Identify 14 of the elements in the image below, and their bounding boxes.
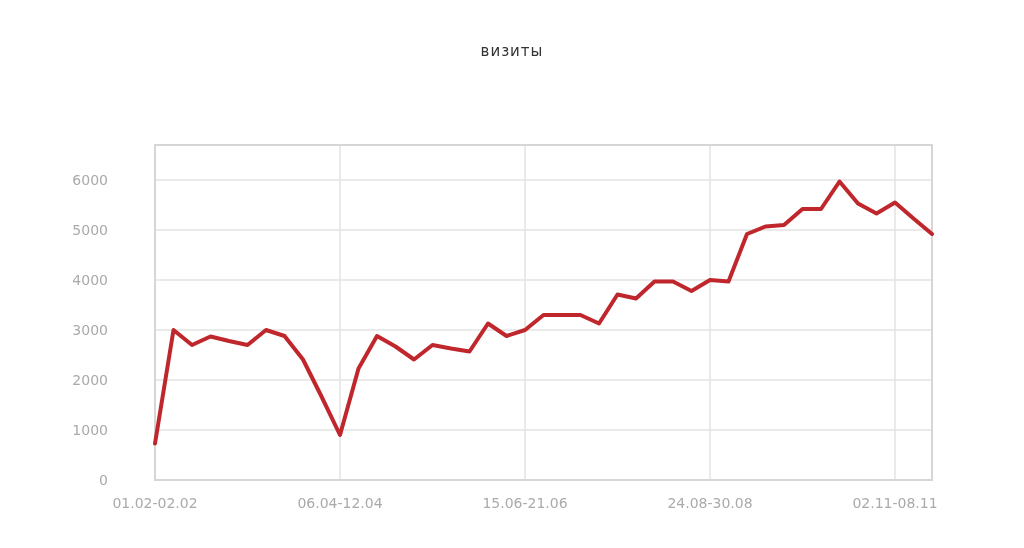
- x-tick-label: 24.08-30.08: [667, 495, 753, 511]
- x-tick-label: 01.02-02.02: [112, 495, 198, 511]
- y-tick-label: 4000: [72, 272, 108, 288]
- y-tick-label: 2000: [72, 372, 108, 388]
- line-series: [153, 179, 934, 446]
- y-tick-label: 1000: [72, 422, 108, 438]
- y-tick-label: 6000: [72, 172, 108, 188]
- chart-title: визиты: [480, 42, 544, 60]
- y-tick-label: 0: [99, 472, 108, 488]
- x-tick-label: 06.04-12.04: [297, 495, 383, 511]
- x-tick-label: 02.11-08.11: [852, 495, 938, 511]
- x-tick-label: 15.06-21.06: [482, 495, 568, 511]
- y-tick-label: 3000: [72, 322, 108, 338]
- y-tick-label: 5000: [72, 222, 108, 238]
